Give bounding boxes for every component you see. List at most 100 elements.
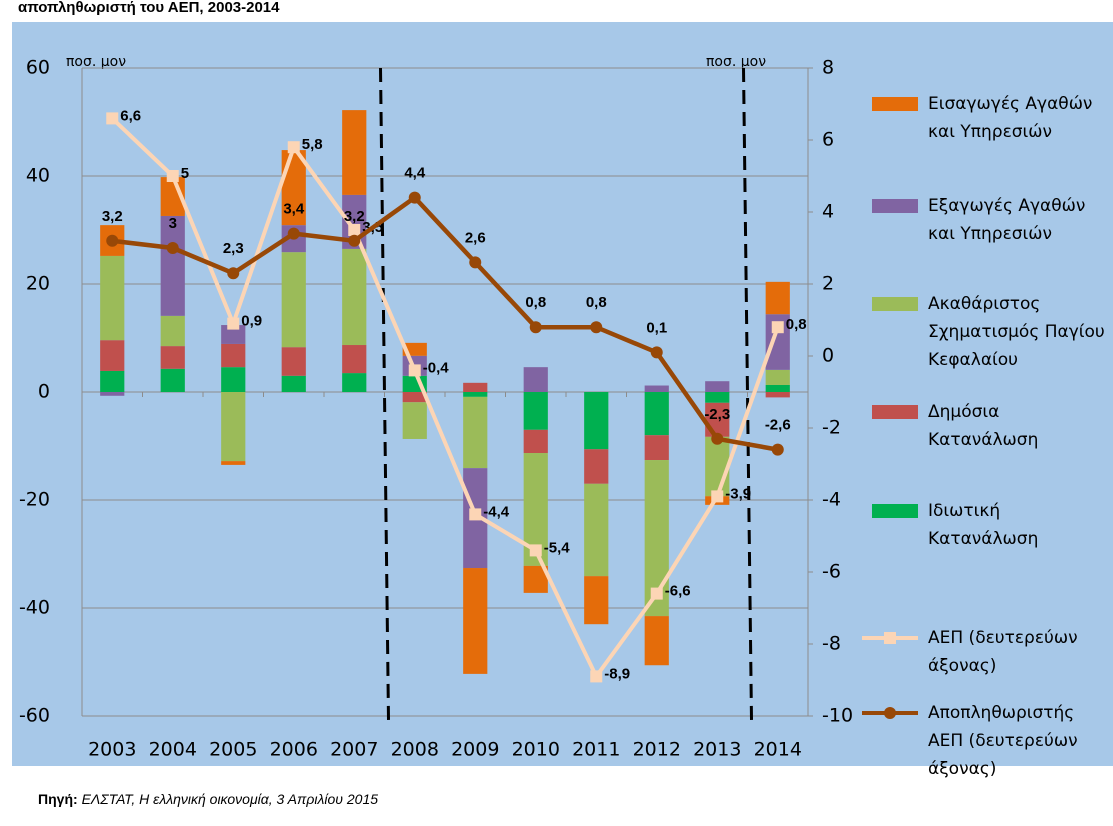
bar xyxy=(705,381,730,392)
bar xyxy=(402,392,427,403)
legend-swatch xyxy=(862,624,918,652)
bar xyxy=(644,392,669,436)
x-tick-label: 2003 xyxy=(88,739,136,761)
legend-marker xyxy=(884,707,896,719)
legend-marker xyxy=(884,632,896,644)
marker xyxy=(771,443,784,456)
x-tick-label: 2014 xyxy=(754,739,802,761)
marker xyxy=(106,234,119,247)
bar xyxy=(160,346,185,369)
x-tick-label: 2006 xyxy=(270,739,318,761)
legend-item: Αποπληθωριστής ΑΕΠ (δευτερεύων άξονας) xyxy=(862,699,1108,783)
bar xyxy=(402,402,427,439)
bar xyxy=(523,392,548,430)
data-label: 5,8 xyxy=(302,136,323,153)
data-label: -3,9 xyxy=(725,485,751,502)
y2-tick-label: 6 xyxy=(822,129,834,151)
bar xyxy=(221,343,246,368)
bar xyxy=(281,375,306,392)
y-tick-label: -60 xyxy=(19,705,50,727)
x-tick-label: 2005 xyxy=(209,739,257,761)
legend-label: Αποπληθωριστής ΑΕΠ (δευτερεύων άξονας) xyxy=(928,703,1078,779)
bar xyxy=(584,392,609,450)
marker xyxy=(227,267,240,280)
bar xyxy=(342,345,367,374)
bar xyxy=(584,449,609,484)
legend-label: Ακαθάριστος Σχηματισμός Παγίου Κεφαλαίου xyxy=(928,294,1105,370)
bar xyxy=(342,248,367,346)
y-tick-label: -20 xyxy=(19,489,50,511)
chart-background xyxy=(12,22,1113,766)
marker xyxy=(408,364,421,377)
data-label: -0,4 xyxy=(423,359,450,376)
bar xyxy=(765,384,790,392)
bar xyxy=(100,340,125,371)
bar xyxy=(100,255,125,341)
legend-item: Εισαγωγές Αγαθών και Υπηρεσιών xyxy=(872,90,1108,146)
marker xyxy=(711,432,724,445)
bar xyxy=(100,370,125,392)
x-tick-label: 2004 xyxy=(149,739,197,761)
data-label: 2,6 xyxy=(465,229,486,246)
source: Πηγή: ΕΛΣΤΑΤ, Η ελληνική οικονομία, 3 Απ… xyxy=(38,791,378,807)
marker xyxy=(348,234,361,247)
y-tick-label: 0 xyxy=(38,381,50,403)
legend-label: Εξαγωγές Αγαθών και Υπηρεσιών xyxy=(928,196,1086,244)
legend-label: Δημόσια Κατανάλωση xyxy=(928,402,1039,450)
marker xyxy=(287,227,300,240)
data-label: 5 xyxy=(181,165,189,182)
bar xyxy=(160,215,185,316)
legend-line xyxy=(862,632,918,644)
legend-swatch xyxy=(872,192,918,220)
line xyxy=(110,116,780,681)
legend-item: Ιδιωτική Κατανάλωση xyxy=(872,497,1108,553)
marker xyxy=(650,346,663,359)
source-label: Πηγή: xyxy=(38,791,78,807)
bar xyxy=(644,385,669,392)
marker xyxy=(771,321,784,334)
legend-color xyxy=(872,97,918,111)
marker xyxy=(287,141,300,154)
marker xyxy=(227,317,240,330)
legend-color xyxy=(872,297,918,311)
marker xyxy=(469,508,482,521)
chart-title: αποπληθωριστή του ΑΕΠ, 2003-2014 xyxy=(18,0,280,16)
legend-item: Ακαθάριστος Σχηματισμός Παγίου Κεφαλαίου xyxy=(872,290,1108,374)
marker xyxy=(529,321,542,334)
x-tick-label: 2011 xyxy=(572,739,620,761)
data-label: -8,9 xyxy=(604,665,630,682)
bar xyxy=(523,367,548,392)
bar xyxy=(644,435,669,461)
legend-label: Εισαγωγές Αγαθών και Υπηρεσιών xyxy=(928,94,1093,142)
bar xyxy=(644,616,669,666)
data-label: 6,6 xyxy=(120,107,141,124)
data-label: 3,2 xyxy=(102,208,123,225)
bar xyxy=(463,568,488,674)
y2-unit-label: ποσ. μον xyxy=(706,54,766,70)
line xyxy=(111,194,779,452)
data-label: 0,8 xyxy=(786,316,807,333)
y-tick-label: -40 xyxy=(19,597,50,619)
bar xyxy=(705,392,730,403)
y-tick-label: 40 xyxy=(26,165,50,187)
bar xyxy=(765,369,790,385)
bar xyxy=(765,281,790,315)
y-tick-label: 20 xyxy=(26,273,50,295)
x-tick-label: 2007 xyxy=(330,739,378,761)
y2-tick-label: 2 xyxy=(822,273,834,295)
legend-label: ΑΕΠ (δευτερεύων άξονας) xyxy=(928,628,1078,676)
bar xyxy=(342,110,367,195)
marker xyxy=(106,112,119,125)
bar xyxy=(584,483,609,577)
legend-line xyxy=(862,707,918,719)
data-label: 2,3 xyxy=(223,240,244,257)
data-label: 0,1 xyxy=(646,319,667,336)
bar xyxy=(705,436,730,497)
data-label: 4,4 xyxy=(404,165,426,182)
x-tick-label: 2013 xyxy=(693,739,741,761)
bar xyxy=(463,396,488,469)
data-label: 0,9 xyxy=(241,313,262,330)
y2-tick-label: -8 xyxy=(822,633,841,655)
data-label: 0,8 xyxy=(525,294,546,311)
data-label: 3,2 xyxy=(344,208,365,225)
